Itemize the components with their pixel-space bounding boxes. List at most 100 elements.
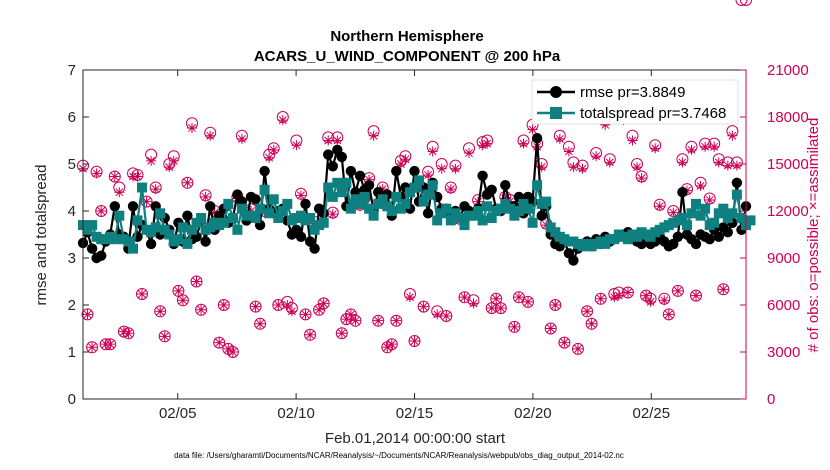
rmse-point — [536, 210, 547, 221]
obs-assimilated-point — [295, 190, 306, 201]
obs-assimilated-point — [373, 315, 384, 326]
obs-assimilated-point — [582, 306, 593, 317]
obs-assimilated-point — [82, 309, 93, 320]
obs-assimilated-point — [441, 310, 452, 321]
obs-assimilated-point — [327, 209, 338, 220]
totalspread-point — [477, 215, 488, 226]
y-right-tick-label: 15000 — [767, 156, 809, 173]
obs-assimilated-point — [691, 290, 702, 301]
totalspread-point — [273, 213, 284, 223]
y-axis-left: 0 1 2 3 4 5 6 7 — [68, 62, 89, 408]
y-right-tick-label: 12000 — [767, 203, 809, 220]
x-axis-label: Feb.01,2014 00:00:00 start — [325, 430, 506, 447]
rmse-point — [531, 133, 543, 144]
obs-assimilated-point — [459, 292, 470, 303]
obs-assimilated-point — [291, 140, 302, 151]
obs-assimilated-point — [250, 301, 261, 312]
obs-possible-point — [313, 303, 326, 316]
rmse-point — [145, 238, 157, 250]
totalspread-point — [150, 222, 161, 233]
totalspread-point — [364, 203, 375, 214]
totalspread-point — [250, 213, 261, 223]
obs-assimilated-point — [423, 169, 434, 180]
rmse-point — [250, 194, 261, 205]
obs-possible-point — [217, 299, 230, 311]
totalspread-point — [323, 182, 334, 193]
obs-assimilated-point — [600, 119, 611, 130]
obs-assimilated-point — [572, 343, 583, 354]
obs-assimilated-point — [255, 318, 266, 329]
obs-assimilated-point — [427, 146, 438, 157]
obs-assimilated-point — [445, 184, 456, 195]
rmse-point — [713, 231, 724, 242]
totalspread-point — [695, 210, 706, 221]
obs-assimilated-point — [186, 122, 197, 133]
obs-assimilated-point — [314, 304, 325, 315]
chart-subtitle: ACARS_U_WIND_COMPONENT @ 200 hPa — [254, 48, 561, 65]
obs-assimilated-point — [523, 296, 534, 307]
obs-assimilated-point — [536, 162, 547, 173]
obs-assimilated-point — [677, 157, 688, 168]
obs-possible-point — [558, 336, 571, 349]
obs-assimilated-point — [273, 300, 284, 310]
rmse-point — [391, 165, 402, 177]
obs-assimilated-point — [209, 207, 220, 218]
obs-assimilated-point — [731, 160, 742, 171]
totalspread-point — [736, 213, 747, 223]
obs-assimilated-point — [305, 329, 316, 340]
obs-assimilated-point — [659, 295, 670, 306]
rmse-point — [363, 180, 375, 191]
obs-assimilated-point — [636, 173, 647, 184]
legend-rmse-marker — [550, 86, 562, 98]
totalspread-point — [355, 198, 365, 209]
obs-possible-point — [594, 292, 607, 305]
totalspread-point — [128, 243, 138, 254]
obs-assimilated-point — [345, 309, 356, 320]
obs-assimilated-point — [155, 306, 166, 317]
rmse-point — [300, 198, 311, 210]
rmse-point — [477, 170, 488, 181]
totalspread-point — [486, 213, 497, 223]
obs-assimilated-point — [686, 144, 697, 155]
obs-assimilated-point — [168, 155, 179, 166]
rmse-point — [731, 177, 743, 188]
legend-spread-marker — [550, 107, 562, 119]
totalspread-point — [268, 194, 279, 205]
obs-possible-point — [621, 286, 634, 299]
obs-assimilated-point — [191, 276, 202, 287]
rmse-point — [259, 165, 270, 177]
totalspread-point — [418, 196, 429, 207]
rmse-point — [336, 151, 347, 163]
rmse-point — [422, 208, 434, 219]
rmse-series — [77, 133, 752, 266]
obs-assimilated-point — [486, 303, 497, 314]
totalspread-point — [87, 220, 98, 231]
totalspread-point — [155, 208, 166, 219]
obs-assimilated-point — [364, 174, 375, 185]
data-file-footnote: data file: /Users/gharamti/Documents/NCA… — [174, 451, 624, 460]
rmse-point — [677, 187, 688, 198]
obs-possible-point — [494, 302, 507, 315]
obs-possible-point — [226, 346, 239, 358]
rmse-point — [327, 161, 338, 172]
obs-assimilated-point — [500, 193, 511, 204]
obs-possible-point — [508, 320, 521, 333]
obs-assimilated-point — [146, 155, 157, 166]
obs-assimilated-point — [718, 284, 729, 295]
rmse-point — [568, 255, 579, 266]
obs-assimilated-point — [627, 135, 638, 146]
totalspread-point — [123, 236, 134, 247]
obs-assimilated-point — [518, 138, 529, 149]
totalspread-point — [400, 198, 411, 209]
obs-assimilated-point — [595, 293, 606, 304]
chart-title: Northern Hemisphere — [330, 28, 483, 45]
obs-assimilated-point — [509, 321, 520, 332]
totalspread-point — [727, 208, 738, 219]
obs-assimilated-point — [477, 140, 488, 151]
totalspread-point — [332, 177, 343, 188]
obs-possible-point — [385, 338, 398, 351]
obs-assimilated-point — [591, 151, 602, 162]
totalspread-point — [473, 206, 484, 216]
obs-assimilated-point — [118, 326, 129, 337]
obs-assimilated-point — [318, 298, 329, 309]
